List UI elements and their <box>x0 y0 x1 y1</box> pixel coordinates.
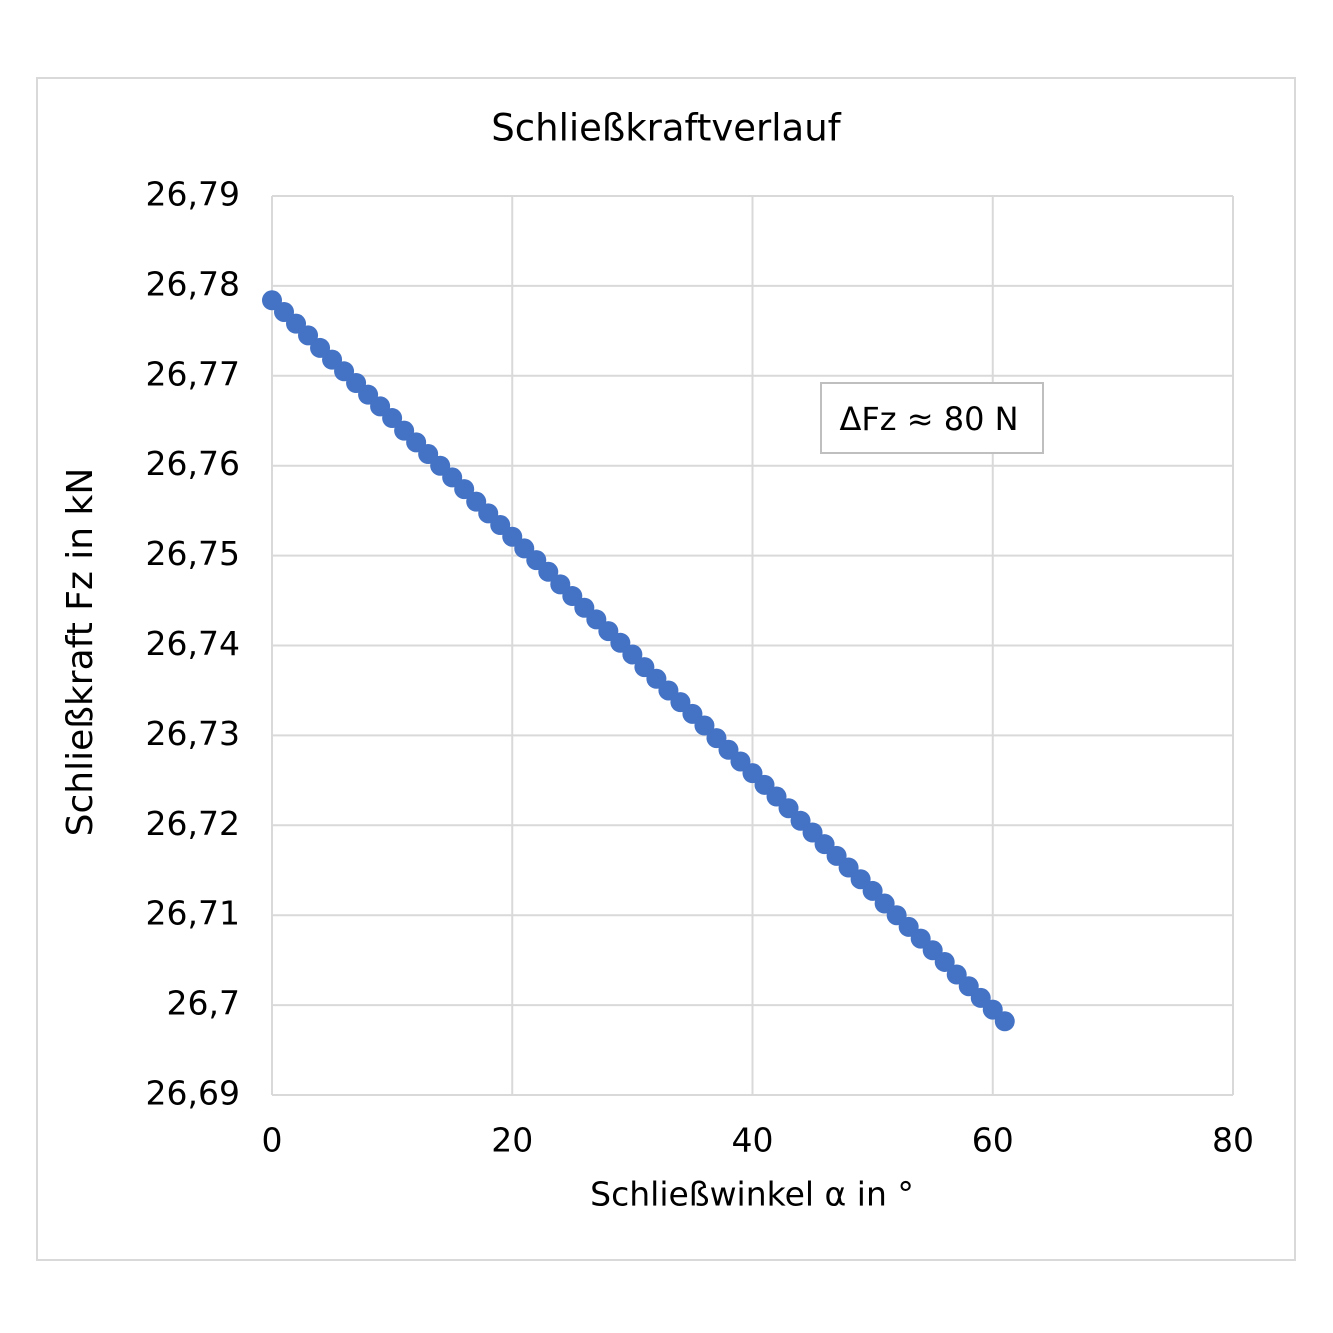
point <box>298 325 319 346</box>
y-tick-label: 26,7 <box>167 984 240 1023</box>
annotation: ΔFz ≈ 80 N <box>839 400 1018 438</box>
point <box>994 1011 1015 1032</box>
x-tick-label: 0 <box>262 1121 283 1160</box>
marks <box>262 290 1015 1032</box>
x-tick-label: 80 <box>1212 1121 1254 1160</box>
point <box>862 880 883 901</box>
chart-title: Schließkraftverlauf <box>491 107 841 150</box>
x-tick-label: 40 <box>732 1121 774 1160</box>
point <box>454 479 475 500</box>
y-tick-label: 26,77 <box>146 354 240 393</box>
y-tick-label: 26,73 <box>146 714 240 753</box>
y-tick-label: 26,74 <box>146 624 240 663</box>
x-tick-label: 20 <box>491 1121 533 1160</box>
point <box>694 715 715 736</box>
y-tick-label: 26,75 <box>146 534 240 573</box>
point <box>622 644 643 665</box>
y-tick-label: 26,79 <box>146 175 240 214</box>
grid <box>271 195 1234 1096</box>
point <box>382 408 403 429</box>
annotation-box <box>820 382 1044 454</box>
point <box>778 798 799 819</box>
y-axis-label: Schließkraft Fz in kN <box>60 468 101 837</box>
x-tick-label: 60 <box>972 1121 1014 1160</box>
y-tick-label: 26,72 <box>146 804 240 843</box>
chart-border <box>36 77 1296 1261</box>
y-tick-label: 26,69 <box>146 1074 240 1113</box>
y-tick-label: 26,71 <box>146 894 240 933</box>
y-tick-label: 26,76 <box>146 444 240 483</box>
x-axis-label: Schließwinkel α in ° <box>590 1175 914 1214</box>
point <box>934 951 955 972</box>
y-tick-label: 26,78 <box>146 264 240 303</box>
point <box>538 561 559 582</box>
